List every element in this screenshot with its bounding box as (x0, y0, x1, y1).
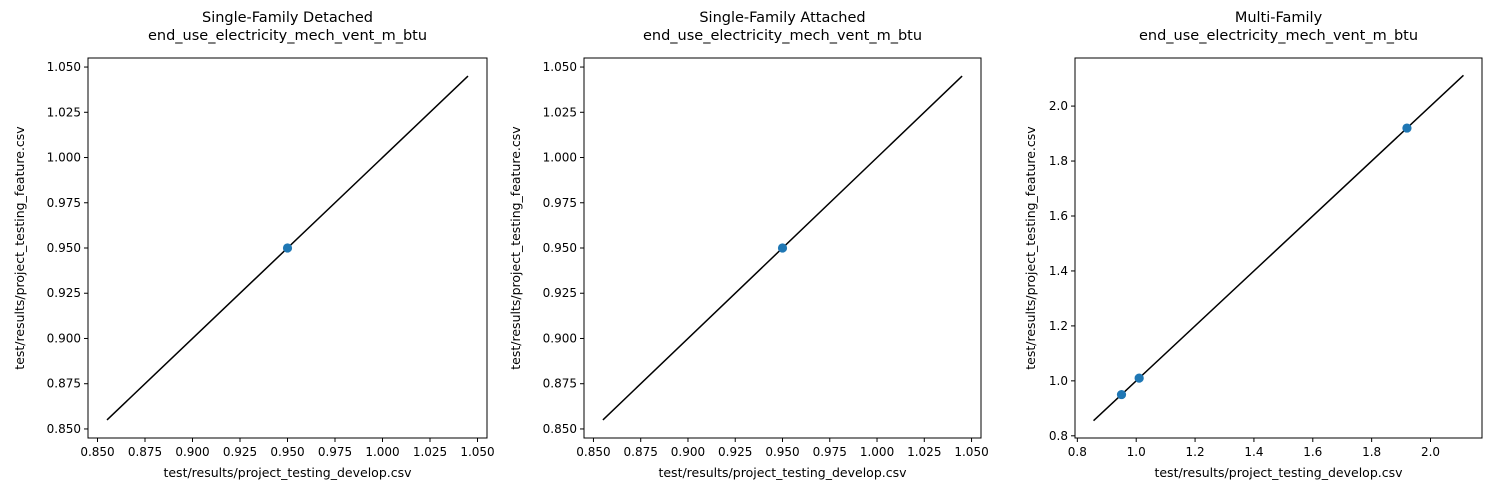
y-tick-label: 0.900 (47, 331, 81, 345)
chart-panel-3: Multi-Family end_use_electricity_mech_ven… (1023, 10, 1483, 480)
y-tick-label: 1.0 (1049, 374, 1068, 388)
x-tick-label: 0.875 (624, 445, 658, 459)
x-tick-label: 0.875 (128, 445, 162, 459)
y-tick-label: 1.050 (543, 60, 577, 74)
x-tick-label: 1.025 (413, 445, 447, 459)
y-tick-label: 1.2 (1049, 319, 1068, 333)
x-tick-label: 1.025 (907, 445, 941, 459)
chart-subtitle: end_use_electricity_mech_vent_m_btu (643, 28, 922, 44)
x-tick-label: 1.050 (954, 445, 988, 459)
y-tick-label: 0.900 (543, 331, 577, 345)
x-tick-label: 1.4 (1244, 445, 1263, 459)
x-tick-label: 0.950 (765, 445, 799, 459)
y-tick-label: 0.875 (543, 377, 577, 391)
x-tick-label: 0.925 (718, 445, 752, 459)
x-tick-label: 0.900 (671, 445, 705, 459)
reference-line (1093, 74, 1464, 422)
chart-title: Multi-Family (1235, 10, 1323, 26)
x-axis-label: test/results/project_testing_develop.csv (1154, 465, 1403, 480)
chart-panel-1: Single-Family Detached end_use_electricit… (12, 10, 495, 480)
y-tick-label: 0.925 (543, 286, 577, 300)
x-tick-label: 0.950 (270, 445, 304, 459)
x-tick-label: 0.925 (223, 445, 257, 459)
x-tick-label: 1.050 (460, 445, 494, 459)
data-point (1134, 373, 1144, 383)
plot-frame (583, 57, 982, 439)
y-tick-label: 1.025 (47, 105, 81, 119)
data-point (282, 243, 293, 253)
x-tick-label: 0.8 (1068, 445, 1087, 459)
chart-subtitle: end_use_electricity_mech_vent_m_btu (1139, 28, 1418, 44)
y-tick-label: 1.6 (1049, 209, 1068, 223)
y-tick-label: 2.0 (1049, 99, 1068, 113)
y-tick-label: 0.925 (47, 286, 81, 300)
data-point (777, 243, 788, 253)
chart-title: Single-Family Detached (202, 10, 373, 26)
y-tick-label: 1.8 (1049, 154, 1068, 168)
x-tick-label: 0.900 (175, 445, 209, 459)
x-tick-label: 0.850 (576, 445, 610, 459)
data-point (1402, 123, 1412, 133)
x-tick-label: 2.0 (1421, 445, 1440, 459)
x-tick-label: 1.000 (365, 445, 399, 459)
x-tick-label: 0.975 (318, 445, 352, 459)
y-tick-label: 0.950 (543, 241, 577, 255)
x-tick-label: 0.975 (813, 445, 847, 459)
y-axis-label: test/results/project_testing_feature.csv (508, 126, 523, 370)
chart-title: Single-Family Attached (699, 10, 865, 26)
y-tick-label: 1.000 (543, 151, 577, 165)
x-tick-label: 1.8 (1362, 445, 1381, 459)
x-axis-label: test/results/project_testing_develop.csv (163, 465, 412, 480)
y-tick-label: 0.8 (1049, 429, 1068, 443)
y-tick-label: 0.850 (47, 422, 81, 436)
x-tick-label: 1.6 (1303, 445, 1322, 459)
y-tick-label: 0.975 (47, 196, 81, 210)
chart-panel-2: Single-Family Attached end_use_electricit… (508, 10, 989, 480)
y-axis-label: test/results/project_testing_feature.csv (1023, 126, 1038, 370)
x-axis-label: test/results/project_testing_develop.csv (658, 465, 907, 480)
y-tick-label: 0.975 (543, 196, 577, 210)
y-axis-label: test/results/project_testing_feature.csv (12, 126, 27, 370)
x-tick-label: 0.850 (80, 445, 114, 459)
y-tick-label: 0.950 (47, 241, 81, 255)
chart-subtitle: end_use_electricity_mech_vent_m_btu (148, 28, 427, 44)
x-tick-label: 1.2 (1186, 445, 1205, 459)
y-tick-label: 0.875 (47, 377, 81, 391)
data-point (1116, 389, 1127, 400)
y-tick-label: 1.025 (543, 105, 577, 119)
x-tick-label: 1.0 (1127, 445, 1146, 459)
x-tick-label: 1.000 (860, 445, 894, 459)
y-tick-label: 1.4 (1049, 264, 1068, 278)
y-tick-label: 0.850 (543, 422, 577, 436)
y-tick-label: 1.050 (47, 60, 81, 74)
y-tick-label: 1.000 (47, 151, 81, 165)
plot-frame (87, 57, 488, 439)
plot-frame (1074, 57, 1483, 439)
